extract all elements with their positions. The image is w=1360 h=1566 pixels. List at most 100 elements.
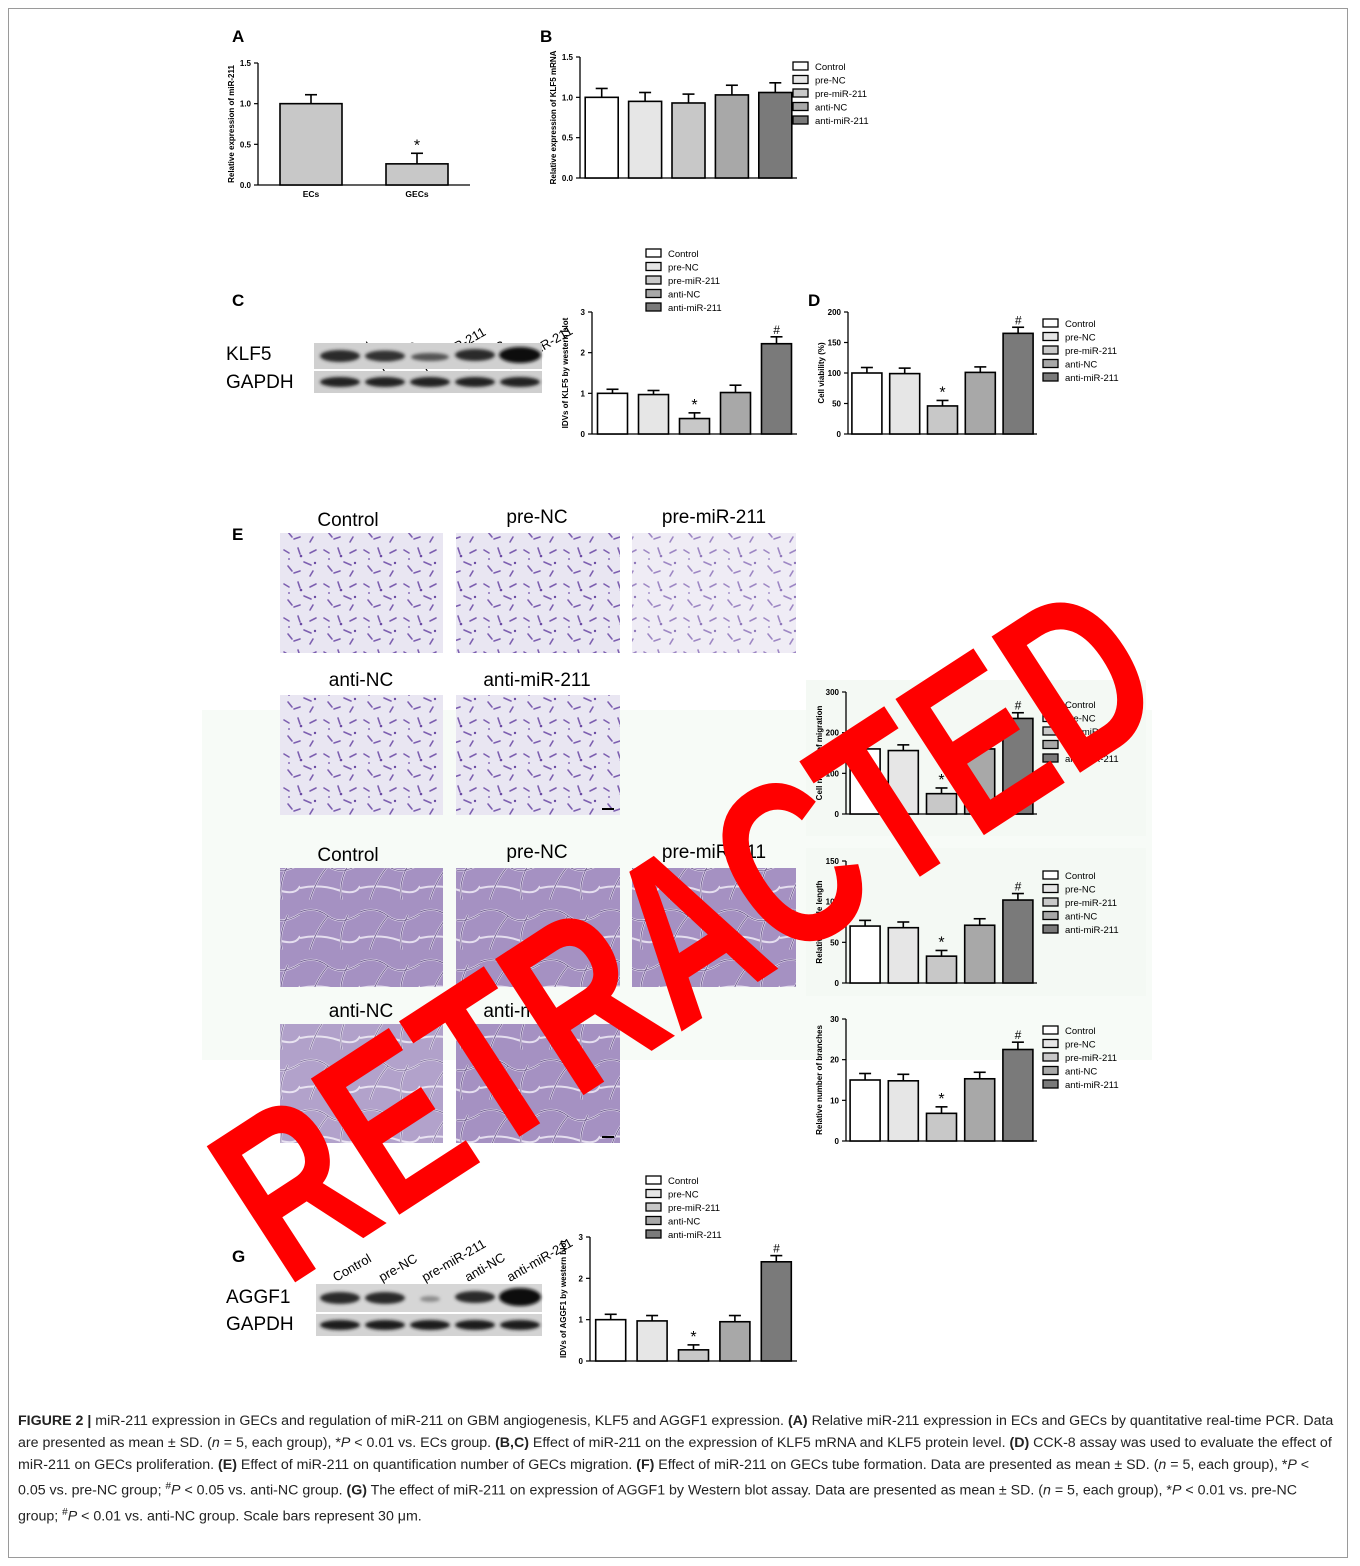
micrograph-title: anti-miR-211 — [483, 670, 590, 691]
figure-caption: FIGURE 2 | miR-211 expression in GECs an… — [18, 1410, 1340, 1527]
y-tick-label: 0 — [581, 430, 586, 439]
bar — [1002, 1048, 1034, 1142]
y-tick-label: 1.0 — [562, 93, 574, 102]
bar-chart-d: 0 50 100 150 200 Cell viability (%) * # Control p… — [817, 308, 1119, 439]
micrograph-title: anti-miR-211 — [483, 1001, 590, 1022]
y-tick-label: 1.0 — [240, 100, 252, 109]
legend-swatch — [1042, 883, 1059, 894]
y-tick-label: 150 — [826, 857, 840, 866]
micrograph-image — [632, 868, 796, 987]
micrograph-image — [280, 695, 443, 815]
blot-band — [410, 1320, 450, 1330]
bar — [849, 925, 881, 984]
caption-superscript: # — [62, 1506, 68, 1518]
blot-band — [500, 1320, 540, 1330]
y-tick-label: 0 — [837, 430, 842, 439]
caption-figure-number: FIGURE 2 | — [18, 1413, 92, 1429]
legend-label: pre-miR-211 — [668, 1203, 720, 1214]
legend-swatch — [1042, 358, 1059, 369]
y-tick-label: 150 — [828, 339, 842, 348]
y-axis-label: Relative expression of KLF5 mRNA — [549, 50, 558, 184]
panel-label-e: E — [232, 525, 243, 544]
significance-mark: * — [690, 1329, 696, 1346]
legend-label: pre-NC — [1065, 1040, 1096, 1051]
significance-mark: # — [1015, 1028, 1022, 1042]
bar — [887, 1080, 920, 1142]
y-tick-label: 0 — [579, 1357, 584, 1366]
bar — [594, 1318, 627, 1362]
blot-band — [320, 1320, 360, 1330]
significance-mark: # — [1015, 880, 1022, 894]
micrograph-image — [456, 533, 620, 653]
caption-ref: (E) — [218, 1457, 237, 1473]
caption-text: Relative miR-211 expression in ECs and G… — [18, 1413, 1334, 1451]
legend-swatch — [1042, 372, 1059, 382]
y-tick-label: 300 — [826, 688, 840, 697]
caption-italic: n — [1042, 1482, 1051, 1499]
y-tick-label: 10 — [830, 1096, 839, 1105]
y-axis-label: IDVs of KLF5 by western blot — [561, 317, 570, 428]
x-tick-label: ECs — [303, 189, 320, 199]
legend-swatch — [1042, 739, 1059, 750]
bar — [887, 926, 920, 984]
legend-swatch — [645, 1215, 662, 1226]
legend-label: pre-miR-211 — [1065, 898, 1117, 909]
significance-mark: * — [938, 934, 944, 951]
legend-swatch — [792, 61, 809, 71]
bar-chart-f2: 0 10 20 30 Relative number of branches * # Cont… — [815, 1015, 1119, 1146]
legend-swatch — [792, 101, 809, 112]
y-tick-label: 0 — [835, 1137, 840, 1146]
caption-text: The effect of miR-211 on expression of A… — [367, 1482, 1043, 1499]
significance-mark: * — [414, 137, 420, 154]
y-tick-label: 0.0 — [240, 181, 252, 190]
bar — [760, 342, 793, 435]
bar — [964, 371, 997, 435]
legend-swatch — [645, 1202, 662, 1212]
legend-swatch — [1042, 897, 1059, 907]
legend-label: anti-miR-211 — [815, 116, 869, 127]
western-blot-c: Control pre-NC pre-miR-211 anti-NC anti-… — [226, 323, 575, 393]
legend-label: pre-miR-211 — [1065, 727, 1117, 738]
micrograph-title: pre-miR-211 — [662, 842, 766, 863]
figure-frame — [8, 8, 1348, 1558]
y-axis-label: Relative number of branches — [815, 1025, 824, 1135]
micrograph-image — [280, 1024, 443, 1143]
y-tick-label: 1 — [579, 1316, 584, 1325]
bar — [963, 748, 996, 815]
legend-label: anti-NC — [815, 103, 847, 114]
legend-swatch — [1042, 1052, 1059, 1062]
caption-italic: n — [1158, 1457, 1167, 1473]
blot-band — [499, 347, 541, 363]
y-axis-label: Relative tubule length — [815, 880, 824, 963]
micrograph-image — [280, 533, 443, 653]
charts-layer: 0.0 0.5 1.0 1.5 Relative expression of miR-2… — [227, 50, 1146, 1366]
legend-swatch — [645, 261, 662, 272]
bar — [627, 100, 663, 179]
y-tick-label: 30 — [830, 1015, 839, 1024]
panel-label-a: A — [232, 27, 244, 46]
x-tick-label: GECs — [405, 189, 428, 199]
caption-ref: (B,C) — [495, 1435, 529, 1451]
micrograph-title: Control — [317, 510, 378, 531]
significance-mark: # — [1015, 313, 1022, 327]
legend-label: pre-NC — [815, 76, 846, 87]
caption-italic: P — [1171, 1482, 1182, 1499]
caption-text: = 5, each group), * — [219, 1435, 341, 1451]
micrographs-tube-formation: Control pre-NC pre-miR-211 anti-NC anti-… — [280, 842, 796, 1143]
significance-mark: * — [938, 772, 944, 789]
caption-text: CCK-8 assay was used to evaluate the eff… — [18, 1435, 1332, 1473]
legend-label: anti-miR-211 — [1065, 754, 1119, 765]
y-tick-label: 20 — [830, 1056, 839, 1065]
bar — [584, 96, 620, 179]
blot-band — [500, 377, 540, 387]
bar — [963, 924, 996, 984]
caption-text: Effect of miR-211 on quantification numb… — [236, 1457, 637, 1473]
bar — [849, 1079, 881, 1142]
legend-swatch — [1042, 1025, 1059, 1035]
blot-band — [320, 350, 360, 362]
caption-superscript: # — [165, 1481, 172, 1492]
legend-swatch — [1042, 712, 1059, 723]
micrograph-title: anti-NC — [329, 670, 393, 691]
legend-swatch — [1042, 1065, 1059, 1076]
y-tick-label: 2 — [579, 1274, 584, 1283]
